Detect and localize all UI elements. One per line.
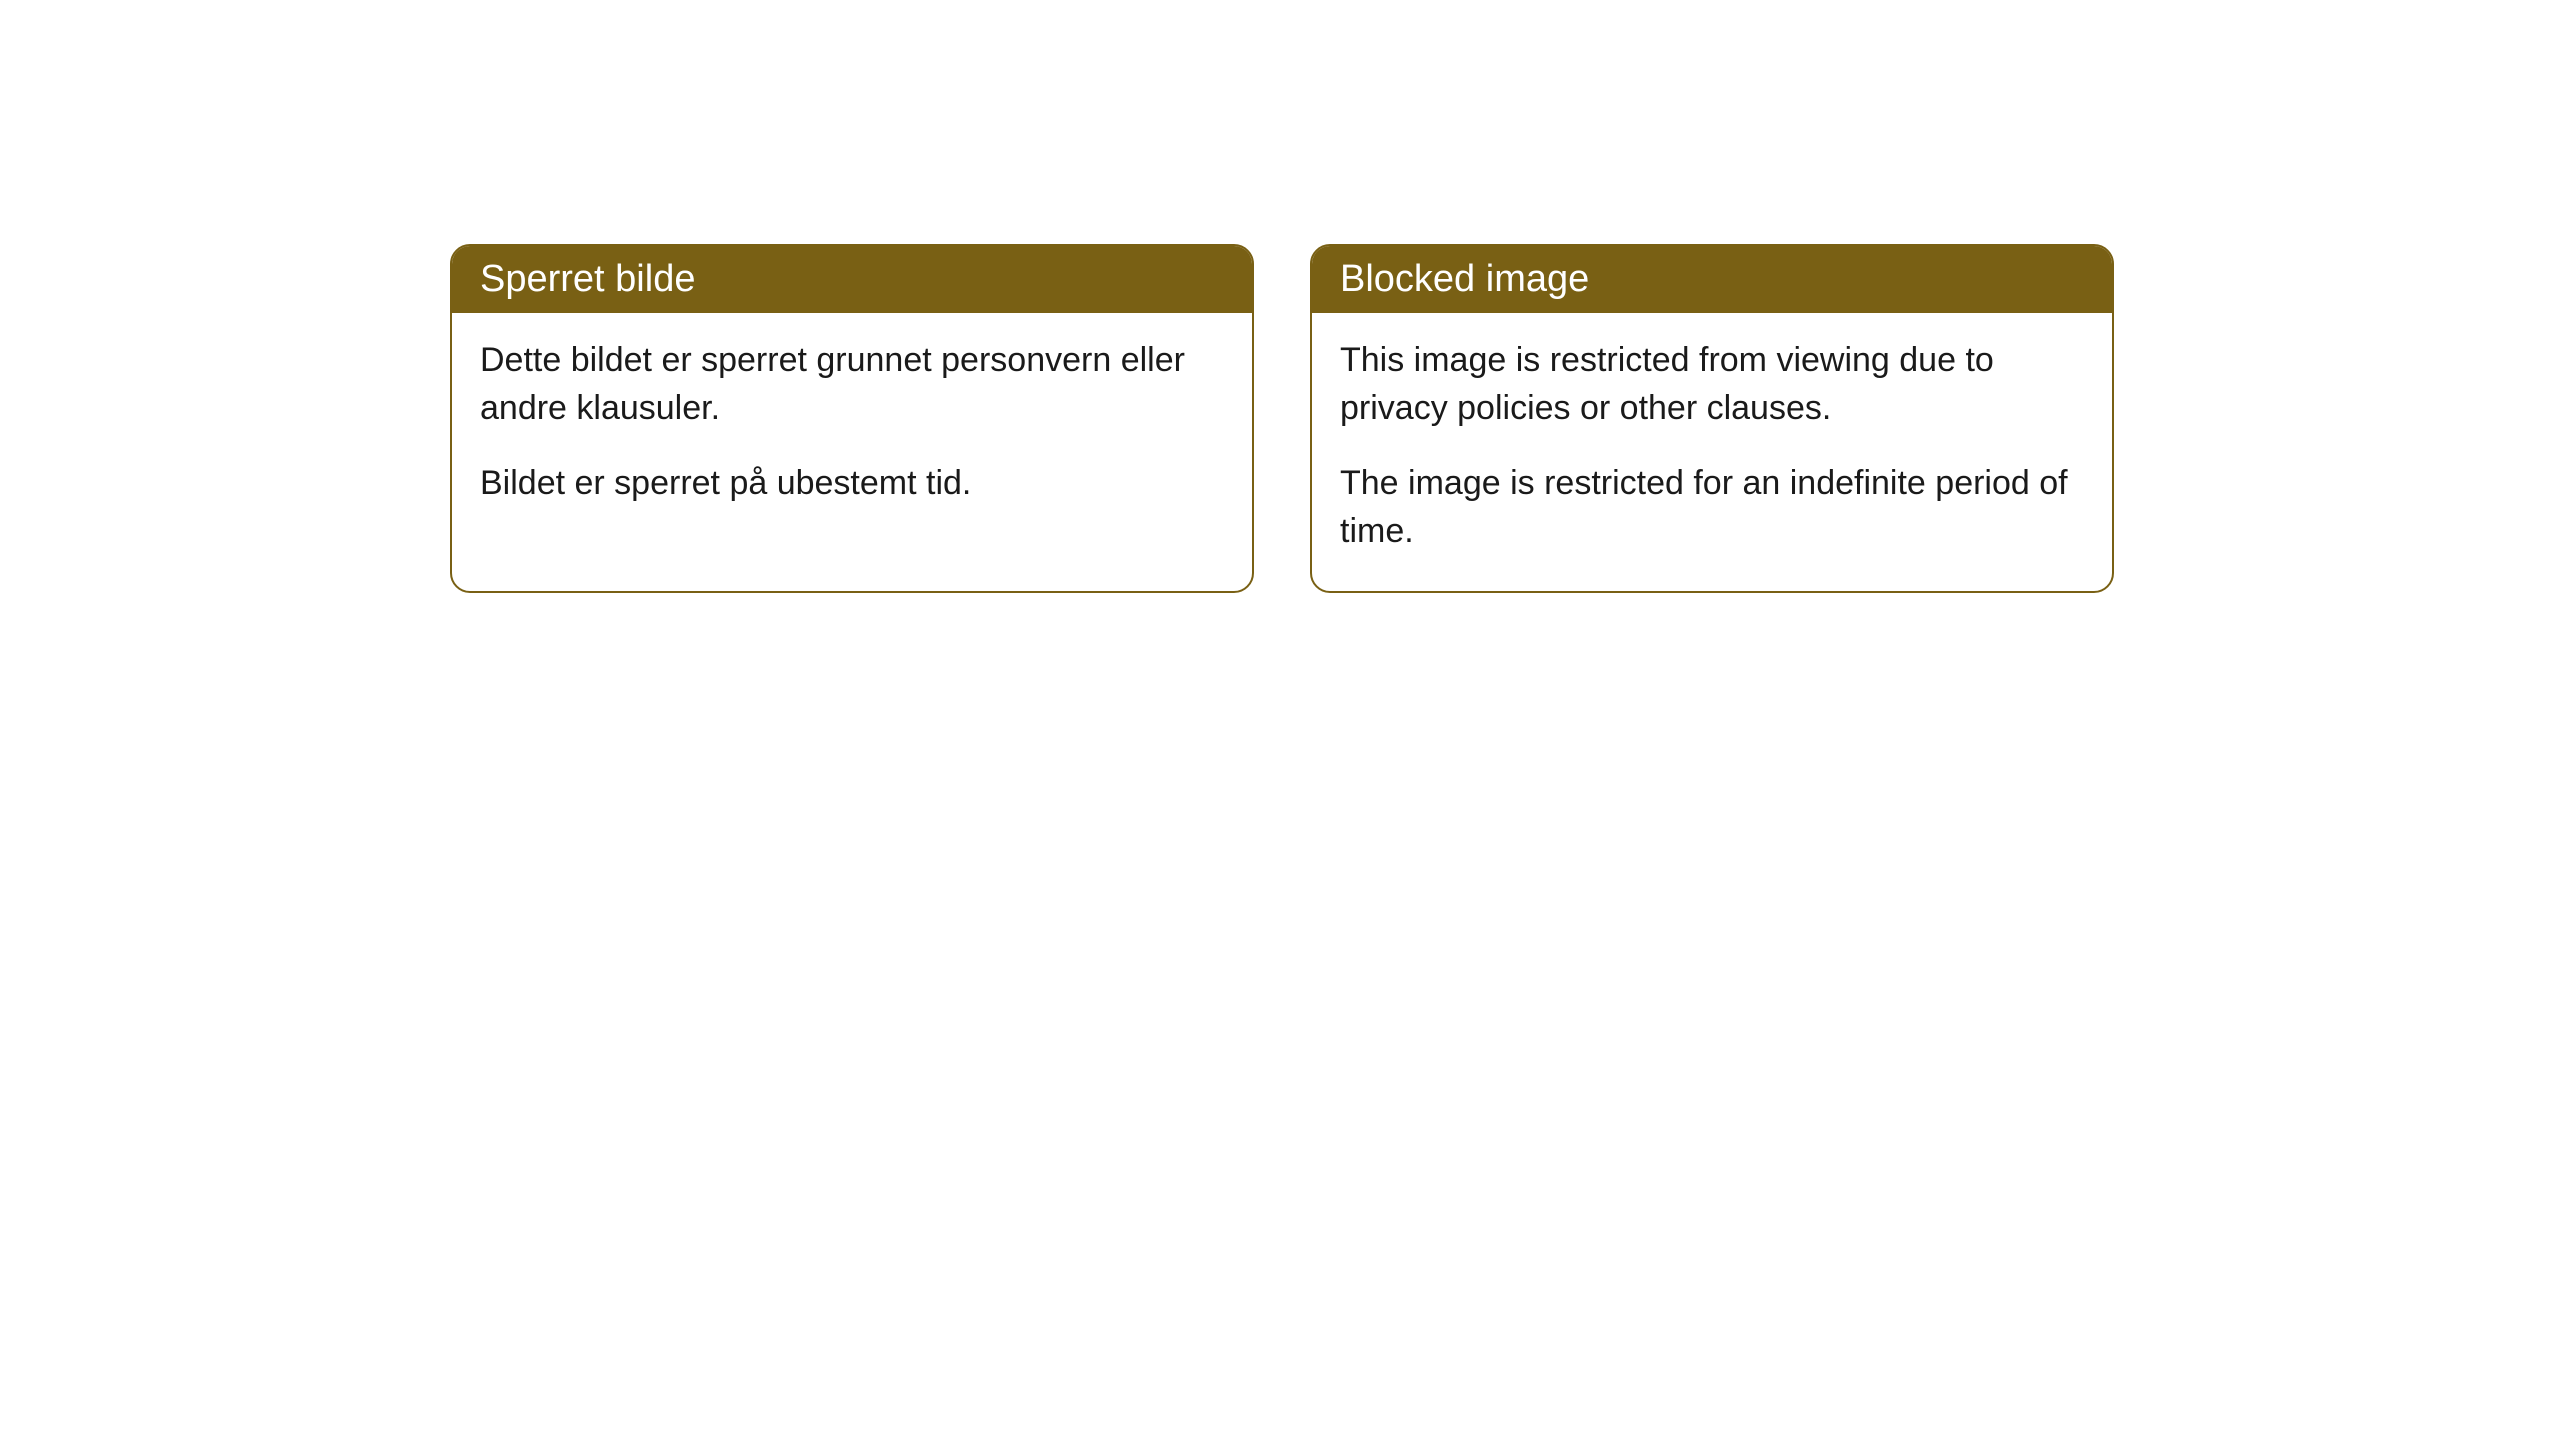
card-body-norwegian: Dette bildet er sperret grunnet personve…	[452, 313, 1252, 544]
card-body-english: This image is restricted from viewing du…	[1312, 313, 2112, 591]
card-text-line-1: This image is restricted from viewing du…	[1340, 337, 2084, 432]
notice-card-norwegian: Sperret bilde Dette bildet er sperret gr…	[450, 244, 1254, 593]
notice-card-english: Blocked image This image is restricted f…	[1310, 244, 2114, 593]
card-text-line-2: Bildet er sperret på ubestemt tid.	[480, 460, 1224, 508]
card-text-line-1: Dette bildet er sperret grunnet personve…	[480, 337, 1224, 432]
card-header-norwegian: Sperret bilde	[452, 246, 1252, 313]
card-text-line-2: The image is restricted for an indefinit…	[1340, 460, 2084, 555]
notice-container: Sperret bilde Dette bildet er sperret gr…	[0, 0, 2560, 593]
card-title: Blocked image	[1340, 258, 1589, 300]
card-header-english: Blocked image	[1312, 246, 2112, 313]
card-title: Sperret bilde	[480, 258, 695, 300]
